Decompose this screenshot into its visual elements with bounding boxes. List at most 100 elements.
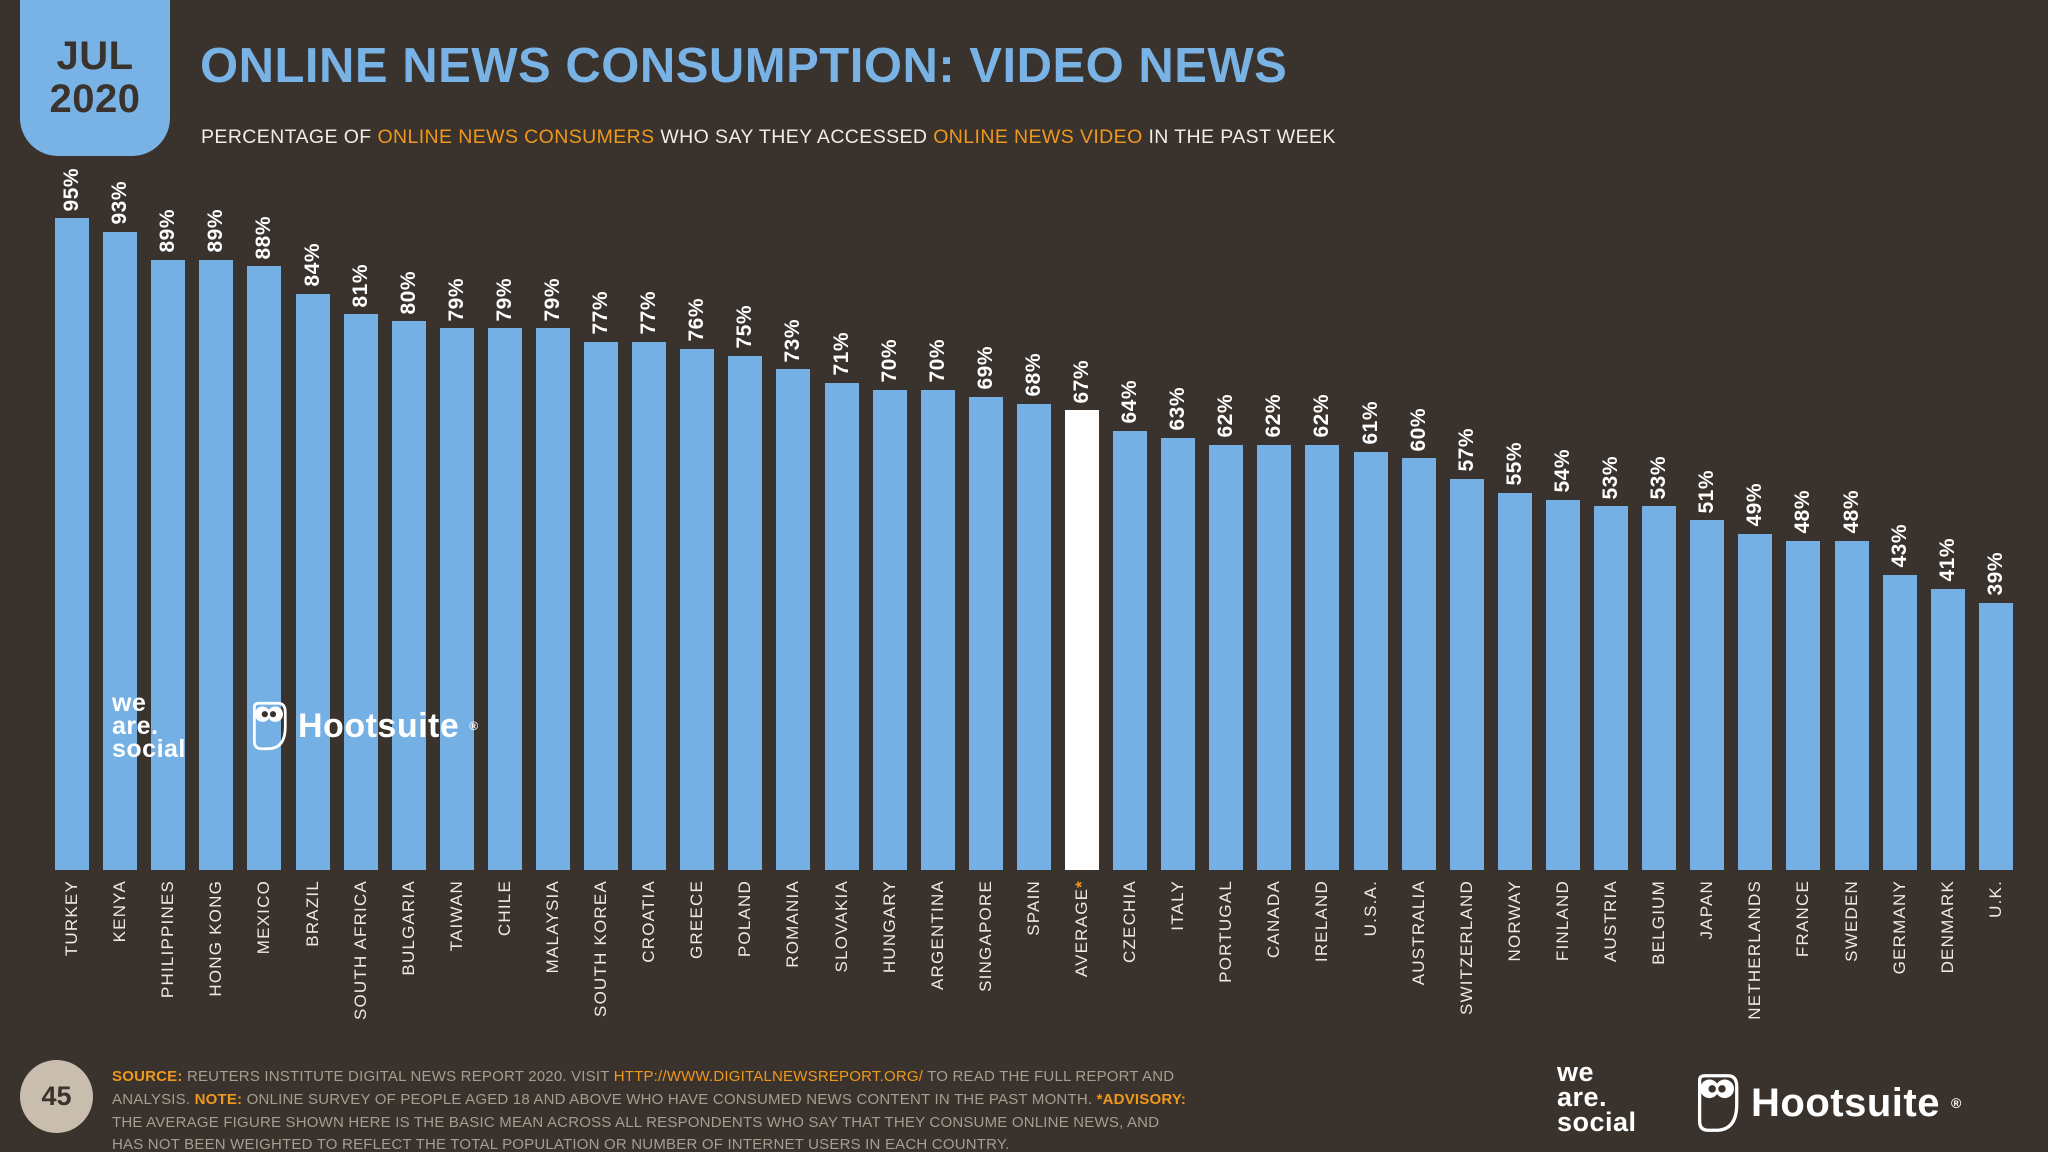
bar-slot: 48% FRANCE (1779, 150, 1827, 957)
bar-country-label: ROMANIA (783, 880, 803, 968)
bar-value-label: 62% (1214, 394, 1238, 438)
source-label: SOURCE: (112, 1068, 183, 1085)
bar (1161, 437, 1196, 870)
bar-value-label: 53% (1599, 455, 1623, 500)
bar-value-label: 79% (492, 277, 516, 322)
bar-country-label: BELGIUM (1649, 880, 1669, 965)
bar-value-label: 79% (444, 277, 468, 322)
bar-value-label: 39% (1983, 551, 2007, 596)
hootsuite-logo: Hootsuite ® (1692, 1072, 1961, 1134)
bar-value-label: 48% (1839, 490, 1863, 534)
hootsuite-watermark: Hootsuite ® (248, 700, 478, 752)
bar (680, 348, 715, 870)
bar-value-label: 62% (1310, 394, 1334, 438)
bar-value-label: 79% (540, 277, 564, 322)
bar-slot: 76% GREECE (673, 150, 721, 959)
bar (247, 266, 282, 870)
bar-value-label: 57% (1454, 428, 1478, 472)
bar-slot: 88% MEXICO (240, 150, 288, 954)
bar (728, 355, 763, 870)
bar-slot: 79% CHILE (481, 150, 529, 936)
bar-slot: 84% BRAZIL (288, 150, 336, 947)
bar (343, 314, 378, 870)
bar-value-label: 41% (1935, 538, 1959, 582)
bar-country-label: NORWAY (1504, 880, 1524, 962)
bar-value-label: 89% (204, 208, 228, 253)
bar (391, 321, 426, 870)
bar-slot: 81% SOUTH AFRICA (337, 150, 385, 1020)
bar-country-label: TURKEY (62, 880, 82, 957)
bar-value-label: 89% (156, 208, 180, 253)
bar-value-label: 43% (1887, 524, 1911, 568)
bar (1305, 444, 1340, 870)
bar-value-label: 77% (589, 291, 613, 335)
note-text: TO READ THE FULL REPORT AND ANALYSIS. (112, 1068, 1175, 1108)
hootsuite-owl-icon (253, 701, 287, 751)
bar-value-label: 60% (1406, 407, 1430, 452)
bar (439, 328, 474, 870)
bar-slot: 57% SWITZERLAND (1443, 150, 1491, 1015)
we-are-social-line: we (112, 689, 147, 717)
bar-country-label: U.K. (1985, 880, 2005, 918)
bar-value-label: 68% (1021, 352, 1045, 397)
bar-slot: 71% SLOVAKIA (818, 150, 866, 972)
bar-slot: 43% GERMANY (1876, 150, 1924, 974)
bar-slot: 79% MALAYSIA (529, 150, 577, 973)
bar-country-label: CHILE (494, 880, 514, 937)
bar-slot: 53% AUSTRIA (1587, 150, 1635, 962)
bar (487, 328, 522, 870)
date-badge-month: JUL (56, 33, 134, 78)
page-number-badge: 45 (20, 1060, 93, 1133)
bar-value-label: 70% (925, 339, 949, 383)
advisory-label: *ADVISORY: (1096, 1090, 1187, 1108)
bar-country-label: AUSTRALIA (1408, 880, 1428, 986)
report-url[interactable]: HTTP://WWW.DIGITALNEWSREPORT.ORG/ (613, 1068, 924, 1085)
bar (776, 369, 811, 870)
bar-value-label: 53% (1647, 455, 1671, 500)
bar-slot: 70% ARGENTINA (914, 150, 962, 990)
bar-average-highlight (1065, 410, 1100, 870)
bar-country-label: ARGENTINA (927, 880, 947, 990)
note-label: NOTE: (194, 1090, 243, 1108)
bar-value-label: 73% (781, 318, 805, 363)
bar-slot: 73% ROMANIA (769, 150, 817, 968)
bar-country-label: CROATIA (639, 880, 659, 963)
bar (1209, 444, 1244, 870)
bar-slot: 69% SINGAPORE (962, 150, 1010, 992)
bar-slot: 80% BULGARIA (385, 150, 433, 976)
bar (1257, 444, 1292, 870)
bar (1497, 492, 1532, 870)
average-asterisk: * (1072, 880, 1092, 888)
bar-value-label: 61% (1358, 400, 1382, 445)
bar-slot: 62% PORTUGAL (1202, 150, 1250, 983)
subtitle-segment: IN THE PAST WEEK (1142, 126, 1336, 148)
bar-country-label: POLAND (735, 880, 755, 958)
bar-slot: 55% NORWAY (1491, 150, 1539, 962)
bar-country-label: GERMANY (1889, 880, 1909, 975)
we-are-social-line: social (1557, 1106, 1637, 1137)
bar-country-label: CANADA (1264, 880, 1284, 959)
note-text: THE AVERAGE FIGURE SHOWN HERE IS THE BAS… (112, 1113, 1160, 1152)
bar-value-label: 77% (637, 291, 661, 335)
bar-slot: 67% AVERAGE* (1058, 150, 1106, 977)
bar-slot: 89% PHILIPPINES (144, 150, 192, 998)
bar-value-label: 95% (60, 167, 84, 212)
bar (584, 341, 619, 870)
bar-country-label: BULGARIA (398, 880, 418, 976)
we-are-social-line: are. (112, 712, 159, 740)
bar-country-label: GREECE (687, 880, 707, 959)
bar-country-label: MALAYSIA (542, 880, 562, 974)
subtitle-segment-highlight: ONLINE NEWS CONSUMERS (377, 126, 655, 148)
bar-slot: 54% FINLAND (1539, 150, 1587, 961)
bar-country-label: SINGAPORE (975, 880, 995, 992)
bar-country-label: KENYA (110, 880, 130, 943)
we-are-social-watermark: we are. social (112, 689, 186, 762)
bar-country-label: AVERAGE* (1072, 880, 1092, 978)
bar-value-label: 93% (108, 181, 132, 225)
bar-slot: 79% TAIWAN (433, 150, 481, 951)
bar-slot: 77% SOUTH KOREA (577, 150, 625, 1017)
bar-slot: 62% IRELAND (1298, 150, 1346, 962)
bar-value-label: 75% (733, 304, 757, 349)
bar-value-label: 69% (973, 346, 997, 390)
bar (55, 218, 90, 870)
